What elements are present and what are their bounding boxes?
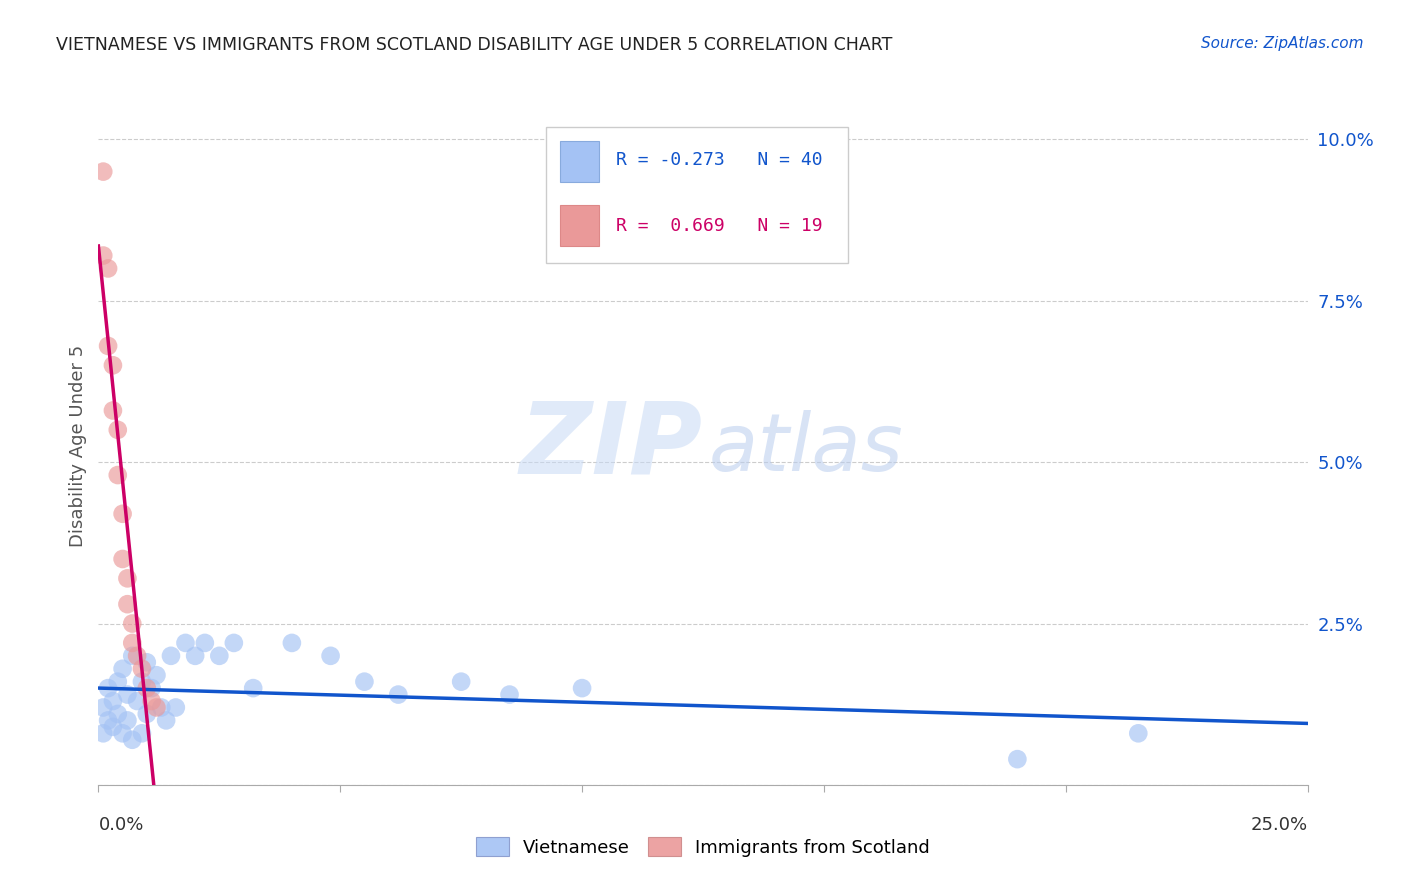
Point xyxy=(208,648,231,663)
Point xyxy=(111,552,134,566)
Point xyxy=(571,681,593,695)
Point xyxy=(450,674,472,689)
Point xyxy=(101,403,124,417)
Point xyxy=(111,662,134,676)
Point xyxy=(127,694,149,708)
Point xyxy=(160,648,183,663)
Point xyxy=(135,681,157,695)
Point xyxy=(184,648,207,663)
Text: R = -0.273   N = 40: R = -0.273 N = 40 xyxy=(616,151,823,169)
Text: ZIP: ZIP xyxy=(520,398,703,494)
Point xyxy=(91,248,114,262)
Point xyxy=(222,636,245,650)
Point xyxy=(155,714,177,728)
Point xyxy=(242,681,264,695)
Text: atlas: atlas xyxy=(709,410,904,489)
FancyBboxPatch shape xyxy=(546,128,848,263)
Point xyxy=(91,164,114,178)
Point xyxy=(131,726,153,740)
Point xyxy=(107,674,129,689)
Point xyxy=(117,714,139,728)
Point xyxy=(91,726,114,740)
Point xyxy=(1007,752,1029,766)
Point xyxy=(165,700,187,714)
Point xyxy=(135,655,157,669)
Legend: Vietnamese, Immigrants from Scotland: Vietnamese, Immigrants from Scotland xyxy=(470,830,936,864)
Point xyxy=(174,636,197,650)
Point xyxy=(117,688,139,702)
Point xyxy=(97,714,120,728)
Point xyxy=(107,423,129,437)
Point xyxy=(97,339,120,353)
Point xyxy=(194,636,217,650)
Point xyxy=(107,468,129,483)
FancyBboxPatch shape xyxy=(561,205,599,246)
Point xyxy=(91,700,114,714)
Text: R =  0.669   N = 19: R = 0.669 N = 19 xyxy=(616,217,823,235)
Point xyxy=(127,648,149,663)
Point xyxy=(107,706,129,721)
Point xyxy=(101,720,124,734)
Point xyxy=(101,359,124,373)
Text: 0.0%: 0.0% xyxy=(98,816,143,834)
Point xyxy=(150,700,173,714)
Point xyxy=(1128,726,1150,740)
Point xyxy=(131,674,153,689)
Point xyxy=(121,616,143,631)
Point xyxy=(131,662,153,676)
Point xyxy=(387,688,409,702)
Point xyxy=(353,674,375,689)
Point xyxy=(97,681,120,695)
Point xyxy=(117,571,139,585)
Point xyxy=(117,597,139,611)
FancyBboxPatch shape xyxy=(561,141,599,182)
Point xyxy=(145,668,167,682)
Point xyxy=(145,700,167,714)
Text: Source: ZipAtlas.com: Source: ZipAtlas.com xyxy=(1201,36,1364,51)
Point xyxy=(97,261,120,276)
Point xyxy=(498,688,520,702)
Point xyxy=(141,681,163,695)
Point xyxy=(135,706,157,721)
Point xyxy=(141,694,163,708)
Point xyxy=(111,726,134,740)
Text: 25.0%: 25.0% xyxy=(1250,816,1308,834)
Point xyxy=(319,648,342,663)
Point xyxy=(281,636,304,650)
Point xyxy=(111,507,134,521)
Point xyxy=(121,732,143,747)
Text: VIETNAMESE VS IMMIGRANTS FROM SCOTLAND DISABILITY AGE UNDER 5 CORRELATION CHART: VIETNAMESE VS IMMIGRANTS FROM SCOTLAND D… xyxy=(56,36,893,54)
Point xyxy=(121,648,143,663)
Point xyxy=(121,636,143,650)
Point xyxy=(101,694,124,708)
Y-axis label: Disability Age Under 5: Disability Age Under 5 xyxy=(69,345,87,547)
